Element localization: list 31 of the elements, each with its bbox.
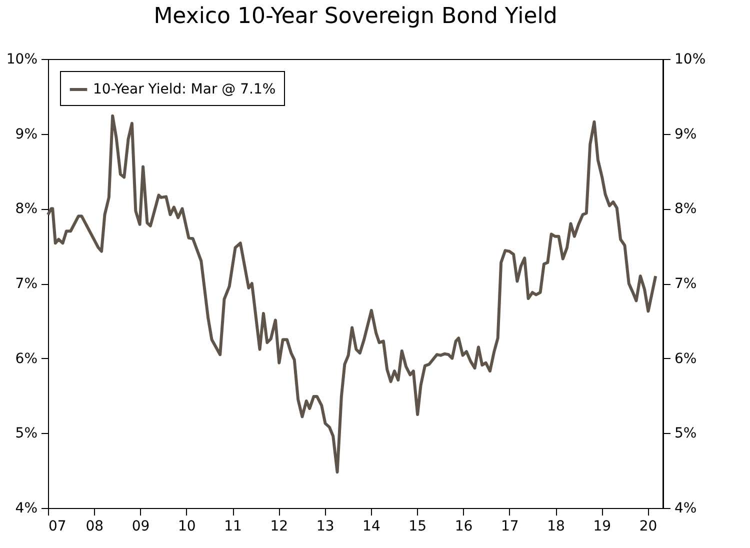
line-series <box>46 114 658 474</box>
y-tick-label: 5% <box>15 426 38 442</box>
x-tick-label: 07 <box>48 518 66 534</box>
x-tick-label: 18 <box>547 518 565 534</box>
y-tick-label: 10% <box>6 52 38 68</box>
chart-title: Mexico 10-Year Sovereign Bond Yield <box>154 4 558 29</box>
x-tick-label: 10 <box>178 518 196 534</box>
y2-tick-label: 9% <box>674 126 697 142</box>
x-tick-label: 19 <box>593 518 612 534</box>
y2-tick-label: 8% <box>674 201 697 218</box>
y2-tick-label: 10% <box>674 52 706 68</box>
legend-label: 10-Year Yield: Mar @ 7.1% <box>93 82 276 98</box>
y-tick-label: 4% <box>15 500 38 516</box>
x-tick-label: 16 <box>454 518 473 534</box>
y2-tick-label: 5% <box>674 426 697 442</box>
x-tick-label: 11 <box>224 518 242 534</box>
y2-tick-label: 4% <box>674 500 697 516</box>
x-tick-label: 12 <box>270 518 288 534</box>
x-tick-label: 08 <box>86 518 104 534</box>
y2-tick-label: 7% <box>674 276 697 292</box>
x-tick-label: 13 <box>316 518 334 534</box>
x-tick-label: 15 <box>408 518 427 534</box>
y2-tick-label: 6% <box>674 350 697 367</box>
y-tick-label: 6% <box>15 350 38 367</box>
y-tick-label: 9% <box>15 126 38 142</box>
x-tick-label: 17 <box>500 518 519 534</box>
y-tick-label: 7% <box>15 276 38 292</box>
x-tick-label: 09 <box>132 518 150 534</box>
x-tick-label: 20 <box>639 518 658 534</box>
y-tick-label: 8% <box>15 201 38 218</box>
x-tick-label: 14 <box>362 518 380 534</box>
